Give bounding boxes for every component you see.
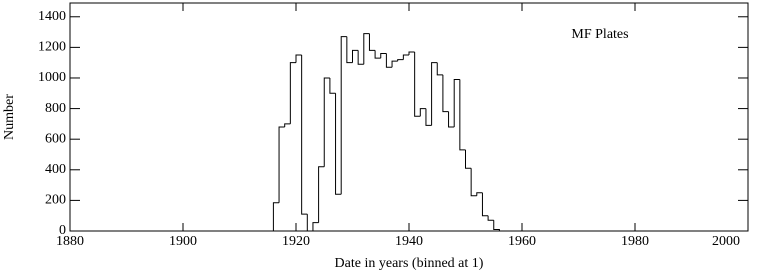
histogram-bar: [397, 59, 404, 62]
histogram-bar: [380, 52, 387, 59]
histogram-bar: [448, 111, 455, 128]
y-tick-label: 0: [59, 223, 66, 238]
y-tick-label: 1400: [38, 9, 66, 24]
histogram-bar: [476, 192, 483, 196]
y-tick-label: 600: [45, 131, 66, 146]
histogram-bar: [368, 33, 376, 51]
y-tick-label: 1200: [38, 40, 66, 55]
histogram-bar: [431, 62, 438, 126]
histogram-bar: [357, 50, 364, 65]
x-tick-label: 1900: [169, 234, 197, 249]
histogram-bar: [284, 123, 291, 127]
histogram-bar: [352, 49, 359, 63]
histogram-bar: [465, 149, 472, 169]
histogram-bar: [363, 33, 370, 65]
histogram-bar: [425, 108, 432, 126]
y-axis-label: Number: [2, 94, 17, 140]
histogram-bar: [453, 79, 460, 127]
histogram-bar: [459, 79, 466, 151]
histogram-bar: [295, 54, 302, 63]
histogram-bar: [414, 51, 421, 117]
histogram-bar: [374, 50, 381, 59]
histogram-bar: [385, 53, 393, 68]
histogram-bar: [329, 77, 336, 94]
histogram-bar: [301, 55, 308, 215]
histogram-bar: [312, 222, 319, 231]
histogram-bar: [346, 36, 353, 64]
x-tick-label: 1940: [395, 234, 423, 249]
histogram-bar: [306, 214, 313, 232]
x-tick-label: 2000: [712, 234, 740, 249]
histogram-bar: [442, 74, 449, 113]
x-tick-label: 1920: [282, 234, 310, 249]
y-tick-label: 800: [45, 101, 66, 116]
histogram-bar: [318, 166, 325, 223]
histogram-bar: [419, 108, 426, 117]
histogram-bar: [323, 77, 330, 167]
histogram-bar: [340, 36, 347, 195]
x-axis-label: Date in years (binned at 1): [335, 256, 484, 271]
histogram-bar: [289, 62, 296, 124]
x-tick-label: 1880: [56, 234, 84, 249]
histogram-bar: [402, 54, 409, 60]
histogram-bar: [272, 202, 280, 231]
histogram-bar: [391, 60, 398, 68]
x-tick-label: 1960: [508, 234, 536, 249]
x-tick-label: 1980: [621, 234, 649, 249]
histogram-bar: [487, 215, 494, 221]
annotation: MF Plates: [571, 27, 628, 42]
plot-frame: [69, 2, 749, 232]
histogram-bar: [493, 220, 500, 231]
histogram-bar: [278, 126, 285, 203]
y-tick-label: 200: [45, 193, 66, 208]
y-tick-label: 400: [45, 162, 66, 177]
histogram-bar: [436, 62, 443, 76]
histogram-bar: [335, 93, 342, 195]
histogram-bar: [408, 51, 415, 56]
y-tick-label: 1000: [38, 70, 66, 85]
histogram-bar: [481, 192, 489, 217]
histogram-bar: [470, 168, 477, 197]
